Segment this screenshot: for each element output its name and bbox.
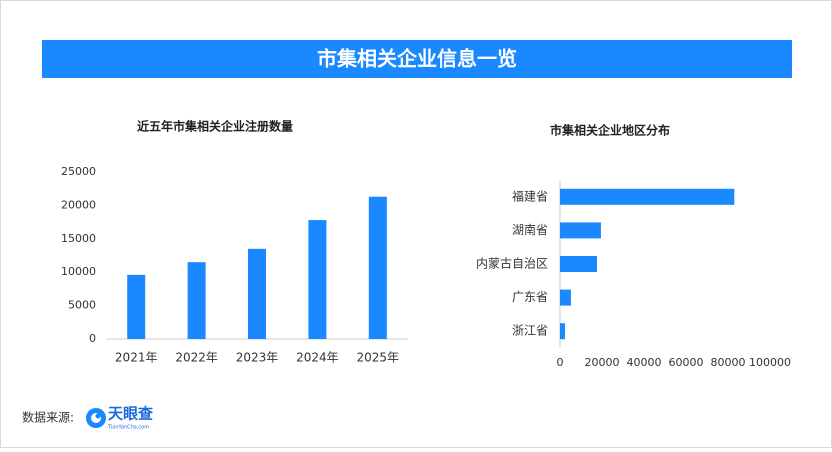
x-tick-label: 2022年 <box>175 351 218 365</box>
x-tick-label: 2021年 <box>115 351 158 365</box>
y-tick-label: 福建省 <box>512 188 548 203</box>
logo-subtext: TianYanCha.com <box>107 425 149 431</box>
y-tick-label: 10000 <box>61 265 96 278</box>
y-tick-label: 浙江省 <box>512 324 548 338</box>
bar <box>560 222 601 239</box>
header-title: 市集相关企业信息一览 <box>317 47 517 71</box>
x-tick-label: 60000 <box>669 356 704 369</box>
y-tick-label: 广东省 <box>512 290 548 304</box>
y-tick-label: 内蒙古自治区 <box>476 256 548 271</box>
header-banner <box>42 40 792 78</box>
bar <box>560 289 571 306</box>
y-tick-label: 0 <box>89 332 96 345</box>
bar <box>187 262 206 339</box>
y-tick-label: 湖南省 <box>512 222 548 237</box>
chart-title: 近五年市集相关企业注册数量 <box>137 119 293 134</box>
bar <box>368 196 387 339</box>
bar <box>560 188 735 205</box>
x-tick-label: 100000 <box>749 356 791 369</box>
x-tick-label: 2023年 <box>236 351 279 365</box>
x-tick-label: 20000 <box>585 356 620 369</box>
y-tick-label: 20000 <box>61 198 96 211</box>
bar <box>248 248 266 339</box>
bar <box>560 256 597 272</box>
x-tick-label: 2025年 <box>357 351 400 365</box>
logo-icon <box>86 408 106 428</box>
bar <box>127 274 146 339</box>
y-tick-label: 5000 <box>68 299 96 312</box>
y-tick-label: 15000 <box>61 232 96 245</box>
bar <box>560 323 566 340</box>
x-tick-label: 2024年 <box>296 351 339 365</box>
source-label: 数据来源: <box>22 410 74 425</box>
bar <box>308 220 327 339</box>
x-tick-label: 0 <box>557 356 564 369</box>
y-tick-label: 25000 <box>61 165 96 178</box>
x-tick-label: 40000 <box>627 356 662 369</box>
x-tick-label: 80000 <box>711 356 746 369</box>
chart-title: 市集相关企业地区分布 <box>550 123 670 138</box>
logo-text: 天眼查 <box>108 405 154 423</box>
